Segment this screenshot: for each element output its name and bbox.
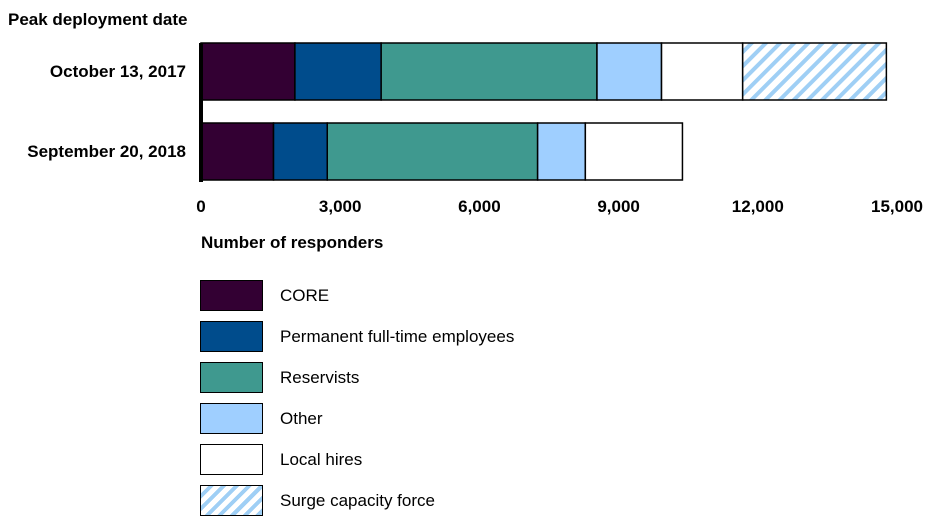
legend-label: Surge capacity force (280, 491, 435, 510)
stacked-bar-chart (199, 42, 888, 182)
category-label-2018: September 20, 2018 (27, 141, 186, 161)
bar-segment-reservists-0 (380, 42, 598, 101)
bar-segment-permanent-full-time-employees-1 (272, 122, 329, 181)
legend-swatch (200, 321, 263, 352)
x-tick-label: 3,000 (318, 197, 362, 216)
bar-segment-other-0 (596, 42, 663, 101)
bar-segment-reservists-1 (326, 122, 539, 181)
legend-label: Other (280, 409, 323, 428)
bar-segment-surge-capacity-force-0 (741, 42, 888, 101)
legend-label: Reservists (280, 368, 360, 387)
bar-segment-core-0 (200, 42, 296, 101)
legend-swatch (200, 444, 263, 475)
bar-segment-local-hires-0 (660, 42, 744, 101)
x-tick-label: 6,000 (458, 197, 501, 216)
legend-label: Permanent full-time employees (280, 327, 515, 346)
legend-swatch (200, 403, 263, 434)
x-axis-title: Number of responders (201, 233, 384, 252)
bar-segment-core-1 (200, 122, 275, 181)
legend-swatch (200, 280, 263, 311)
bar-segment-local-hires-1 (584, 122, 684, 181)
legend-label: Local hires (280, 450, 363, 469)
category-label-2017: October 13, 2017 (49, 61, 186, 81)
bar-segment-other-1 (536, 122, 587, 181)
legend-label: CORE (280, 286, 330, 305)
x-tick-label: 9,000 (597, 197, 640, 216)
x-tick-label: 0 (196, 197, 206, 216)
x-tick-label: 15,000 (871, 197, 923, 216)
legend-swatch (200, 485, 263, 516)
legend-swatch (200, 362, 263, 393)
x-tick-label: 12,000 (731, 197, 784, 216)
bar-segment-permanent-full-time-employees-0 (294, 42, 382, 101)
y-axis-title: Peak deployment date (8, 10, 188, 29)
